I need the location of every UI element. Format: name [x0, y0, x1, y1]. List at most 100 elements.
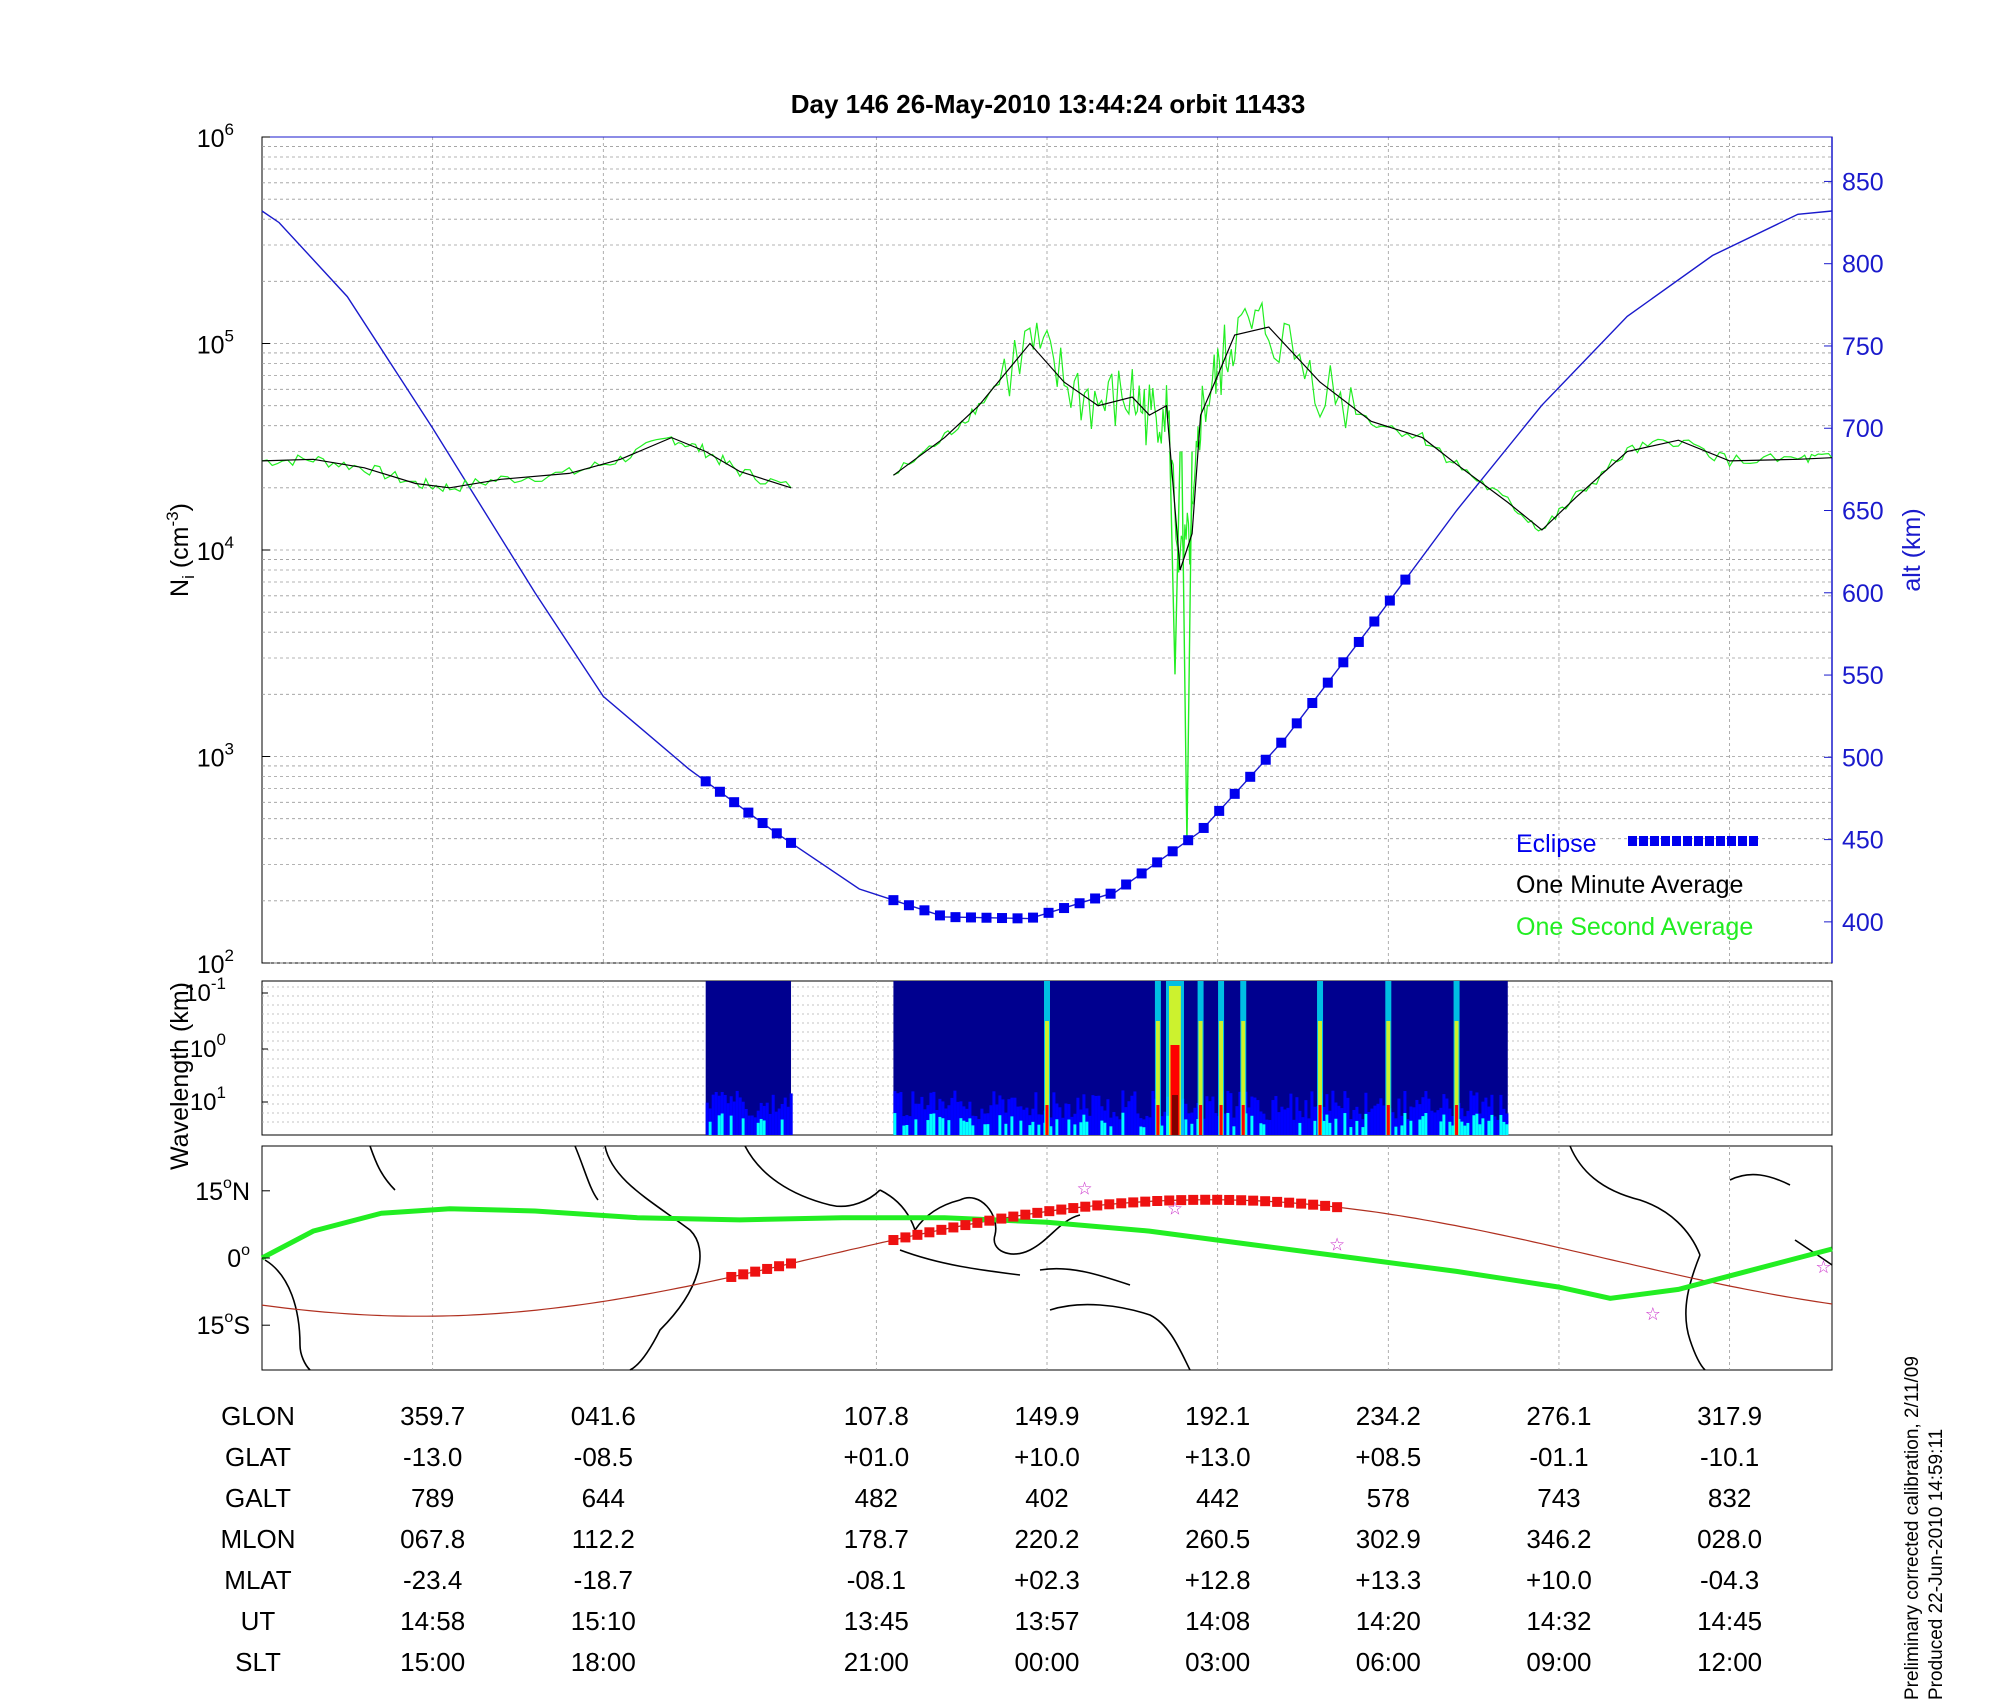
spectrogram-column-high — [947, 1120, 951, 1135]
table-row-label: SLT — [235, 1647, 281, 1677]
table-cell: 112.2 — [572, 1524, 635, 1554]
spectrogram-column-high — [1475, 1113, 1479, 1135]
eclipse-track-marker — [1092, 1200, 1103, 1211]
altitude-tick-label: 550 — [1842, 662, 1884, 690]
station-star-marker: ☆ — [1329, 1235, 1345, 1256]
eclipse-marker — [888, 895, 899, 906]
eclipse-track-marker — [1080, 1201, 1091, 1212]
legend-eclipse-marker — [1694, 836, 1703, 846]
altitude-tick-label: 400 — [1842, 909, 1884, 937]
spectrogram-column — [950, 1097, 954, 1135]
coastline-southeast-asia — [959, 1197, 1081, 1255]
spectrogram-column — [920, 1096, 924, 1135]
density-tick-label: 105 — [197, 327, 234, 360]
table-cell: 832 — [1708, 1483, 1751, 1513]
legend-eclipse-marker — [1749, 836, 1758, 846]
spectrogram-column — [1289, 1093, 1293, 1135]
eclipse-marker — [700, 776, 711, 787]
spectrogram-column — [1295, 1097, 1299, 1135]
spectrogram-column-high — [1361, 1127, 1365, 1135]
legend-eclipse-swatch — [1628, 836, 1758, 846]
table-cell: 00:00 — [1014, 1647, 1079, 1677]
tick-base: 10 — [190, 1036, 217, 1063]
table-cell: +01.0 — [843, 1442, 909, 1472]
table-row-label: MLON — [220, 1524, 295, 1554]
table-cell: 359.7 — [400, 1401, 465, 1431]
spectrogram-column-high — [1499, 1114, 1503, 1135]
spectrogram-column-high — [1478, 1124, 1482, 1135]
table-cell: 149.9 — [1014, 1401, 1079, 1431]
spectrogram-band-max — [1171, 1095, 1178, 1135]
spectrogram-column — [1247, 1107, 1251, 1135]
spectrogram-column — [1439, 1107, 1443, 1135]
spectrogram-column — [893, 1091, 897, 1135]
spectrogram-column-high — [1055, 1119, 1059, 1135]
spectrogram-column-high — [1298, 1122, 1302, 1135]
table-cell: 13:57 — [1014, 1606, 1079, 1636]
spectrogram-column — [1277, 1112, 1281, 1135]
eclipse-track-marker — [1032, 1207, 1043, 1218]
spectrogram-column — [765, 1102, 769, 1135]
spectrogram-column-high — [1073, 1124, 1077, 1135]
table-cell: 13:45 — [844, 1606, 909, 1636]
spectrogram-column — [896, 1093, 900, 1135]
tick-base: 10 — [197, 951, 225, 979]
eclipse-track-marker — [1140, 1196, 1151, 1207]
spectrogram-column-high — [1490, 1114, 1494, 1135]
spectrogram-column — [1193, 1107, 1197, 1135]
spectrogram-column — [980, 1108, 984, 1135]
spectrogram-band-peak — [1199, 1105, 1203, 1135]
eclipse-track-marker — [726, 1271, 737, 1282]
table-cell: 402 — [1025, 1483, 1068, 1513]
spectrogram-column-high — [1325, 1114, 1329, 1135]
eclipse-marker — [919, 905, 930, 916]
table-cell: -18.7 — [574, 1565, 633, 1595]
altitude-tick-label: 450 — [1842, 827, 1884, 855]
degree-sign: o — [241, 1242, 250, 1259]
table-cell: -08.5 — [574, 1442, 633, 1472]
spectrogram-column-high — [914, 1119, 918, 1135]
spectrogram-column-high — [1103, 1122, 1107, 1135]
eclipse-marker — [1059, 903, 1070, 914]
spectrogram-column — [1016, 1106, 1020, 1135]
eclipse-marker — [1214, 805, 1225, 816]
spectrogram-column-high — [1505, 1124, 1509, 1135]
spectrogram-column — [1337, 1105, 1341, 1135]
legend-eclipse-marker — [1727, 836, 1736, 846]
spectrogram-column — [1445, 1098, 1449, 1135]
table-row-label: UT — [241, 1606, 276, 1636]
eclipse-track-marker — [1116, 1198, 1127, 1209]
spectrogram-column — [1280, 1106, 1284, 1135]
spectrogram-column — [717, 1095, 721, 1135]
tick-base: 10 — [184, 980, 211, 1007]
table-cell: 14:45 — [1697, 1606, 1762, 1636]
table-cell: 482 — [855, 1483, 898, 1513]
eclipse-marker — [1028, 912, 1039, 923]
spectrogram-column-high — [1109, 1126, 1113, 1135]
spectrogram-column-high — [1262, 1124, 1266, 1135]
spectrogram-column — [1238, 1091, 1242, 1135]
spectrogram-column — [1469, 1090, 1473, 1135]
table-cell: 442 — [1196, 1483, 1239, 1513]
coastline-australia — [1049, 1303, 1191, 1371]
spectrogram-column — [1124, 1107, 1128, 1135]
table-row-label: MLAT — [224, 1565, 292, 1595]
map-lat-label: 15oS — [197, 1309, 250, 1340]
eclipse-track-marker — [948, 1222, 959, 1233]
table-cell: 743 — [1537, 1483, 1580, 1513]
spectrogram-column — [1070, 1116, 1074, 1135]
spectrogram-column-high — [1190, 1123, 1194, 1135]
eclipse-track-marker — [750, 1266, 761, 1277]
spectrogram-column — [1208, 1101, 1212, 1135]
station-star-marker: ☆ — [1815, 1257, 1831, 1278]
eclipse-track-marker — [912, 1229, 923, 1240]
spectrogram-column — [744, 1109, 748, 1135]
eclipse-marker — [934, 910, 945, 921]
spectrogram-column — [956, 1101, 960, 1135]
one-second-line — [893, 300, 1833, 573]
eclipse-marker — [1245, 771, 1256, 782]
eclipse-marker — [729, 797, 740, 808]
spectrogram-column-high — [1226, 1112, 1230, 1135]
